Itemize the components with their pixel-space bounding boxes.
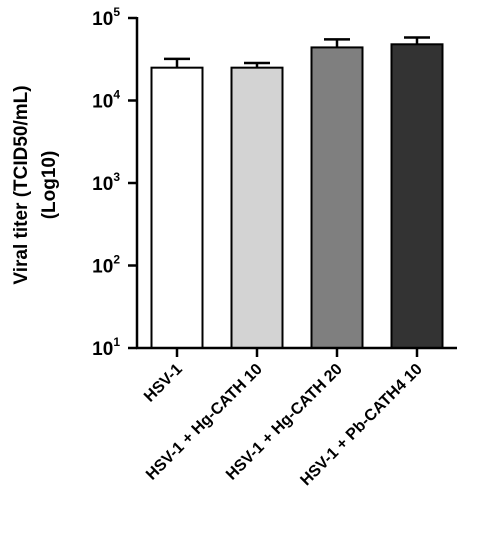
y-tick-label-base: 10: [92, 174, 113, 195]
bar: [310, 46, 364, 349]
y-axis-title-line1: Viral titer (TCID50/mL): [11, 85, 32, 284]
y-tick-label: 101: [92, 335, 120, 360]
y-tick-label-base: 10: [92, 339, 113, 360]
y-tick-label: 104: [92, 88, 120, 113]
y-tick-label-base: 10: [92, 257, 113, 278]
y-tick-label: 103: [92, 170, 120, 195]
error-bars: [164, 36, 430, 68]
y-axis-title: Viral titer (TCID50/mL) (Log10): [11, 85, 60, 284]
bar: [230, 66, 284, 349]
y-tick-label-base: 10: [92, 92, 113, 113]
bars: [150, 43, 444, 349]
y-tick-label-base: 10: [92, 9, 113, 30]
bar: [150, 66, 204, 349]
y-tick-label: 102: [92, 253, 120, 278]
y-tick-label-exponent: 3: [113, 170, 120, 184]
x-tick-label: HSV-1: [141, 361, 186, 406]
bar: [390, 43, 444, 349]
y-tick-label-exponent: 5: [113, 5, 120, 19]
y-tick-label-exponent: 2: [113, 253, 120, 267]
y-tick-label-exponent: 4: [113, 88, 120, 102]
y-tick-label-exponent: 1: [113, 335, 120, 349]
y-axis-title-line2: (Log10): [39, 151, 60, 220]
y-tick-label: 105: [92, 5, 120, 30]
